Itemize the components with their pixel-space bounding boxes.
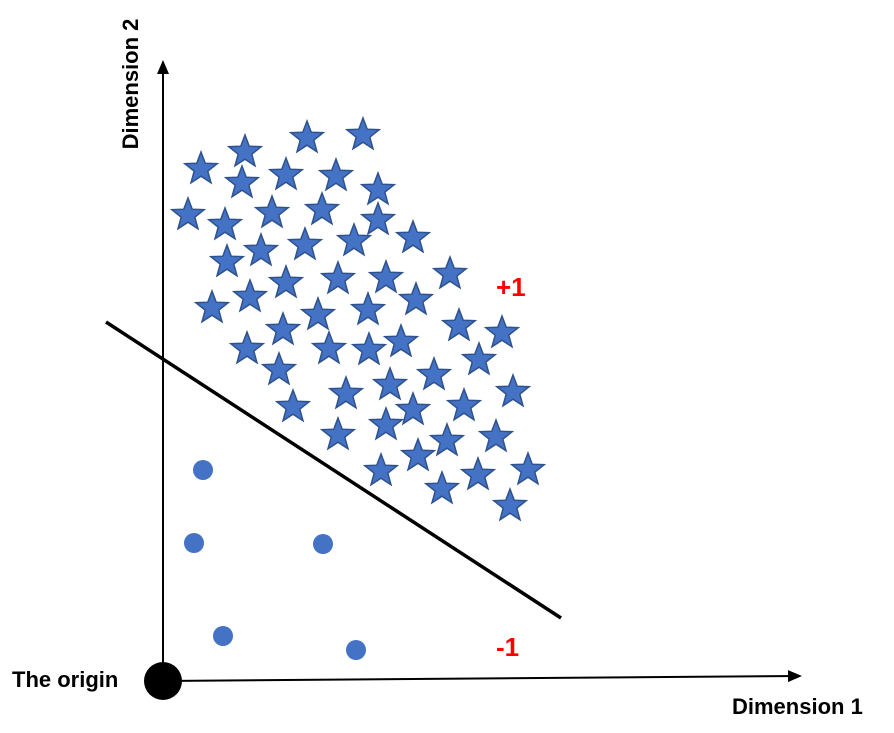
circle-icon <box>213 626 233 646</box>
star-icon <box>477 417 515 453</box>
star-icon <box>193 288 231 324</box>
star-icon <box>394 390 432 426</box>
star-icon <box>460 340 498 376</box>
star-icon <box>228 329 266 365</box>
star-icon <box>226 132 264 168</box>
y-axis-label: Dimension 2 <box>118 18 143 150</box>
negative-class-label: -1 <box>496 632 520 662</box>
star-icon <box>349 290 387 326</box>
star-icon <box>359 170 397 206</box>
star-icon <box>274 387 312 423</box>
circle-icon <box>313 534 333 554</box>
star-icon <box>494 372 532 408</box>
star-icon <box>509 450 547 486</box>
star-icon <box>231 277 269 313</box>
star-icon <box>169 195 207 231</box>
star-icon <box>260 350 298 386</box>
star-icon <box>264 310 302 346</box>
star-icon <box>344 115 382 151</box>
star-icon <box>206 205 244 241</box>
star-icon <box>310 329 348 365</box>
star-icon <box>299 295 337 331</box>
star-icon <box>397 280 435 316</box>
x-axis <box>162 670 802 683</box>
star-icon <box>382 322 420 358</box>
star-icon <box>362 451 400 487</box>
star-icon <box>440 306 478 342</box>
star-icon <box>367 405 405 441</box>
star-icon <box>423 469 461 505</box>
origin-marker <box>144 662 182 700</box>
star-icon <box>267 263 305 299</box>
positive-class-label: +1 <box>496 272 526 302</box>
star-icon <box>267 155 305 191</box>
star-icon <box>415 355 453 391</box>
star-icon <box>208 242 246 278</box>
star-icon <box>319 259 357 295</box>
star-icon <box>445 386 483 422</box>
star-icon <box>242 231 280 267</box>
star-icon <box>286 225 324 261</box>
star-icon <box>428 421 466 457</box>
star-icon <box>327 374 365 410</box>
origin-label: The origin <box>12 667 119 692</box>
star-icon <box>491 486 529 522</box>
negative-class-circles <box>184 460 366 660</box>
star-icon <box>223 163 261 199</box>
star-icon <box>399 436 437 472</box>
star-icon <box>253 193 291 229</box>
circle-icon <box>193 460 213 480</box>
star-icon <box>303 190 341 226</box>
star-icon <box>317 156 355 192</box>
star-icon <box>350 330 388 366</box>
star-icon <box>483 313 521 349</box>
star-icon <box>182 149 220 185</box>
star-icon <box>288 118 326 154</box>
circle-icon <box>184 533 204 553</box>
positive-class-stars <box>169 115 547 522</box>
star-icon <box>394 218 432 254</box>
star-icon <box>359 200 397 236</box>
separating-line <box>105 320 562 620</box>
star-icon <box>319 415 357 451</box>
star-icon <box>367 258 405 294</box>
x-axis-label: Dimension 1 <box>732 694 863 719</box>
star-icon <box>459 455 497 491</box>
star-icon <box>335 221 373 257</box>
circle-icon <box>346 640 366 660</box>
star-icon <box>431 254 469 290</box>
star-icon <box>371 365 409 401</box>
